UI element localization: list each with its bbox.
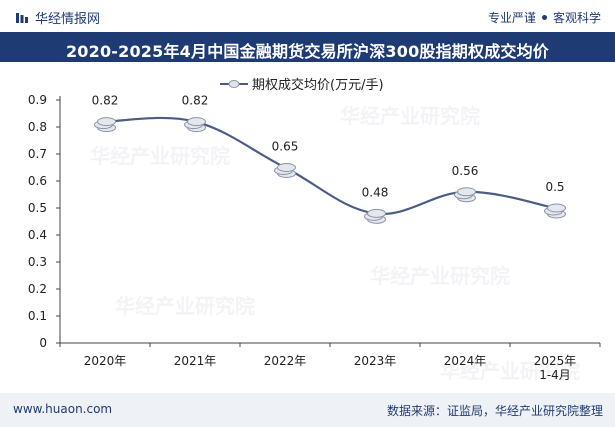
line-chart: 期权成交均价(万元/手) 0 0.1 0.2 0.3 0.4 0.5 0.6 0.7 0.8 0.9… <box>28 77 601 382</box>
data-point <box>364 208 386 224</box>
x-tick-label: 1-4月 <box>539 368 571 382</box>
title-bar: 2020-2025年4月中国金融期货交易所沪深300股指期权成交均价 <box>0 32 615 62</box>
x-tick-label: 2020年 <box>84 354 127 368</box>
y-tick-label: 0.8 <box>28 120 47 134</box>
top-bar: 华经情报网 专业严谨 客观科学 <box>0 0 615 32</box>
footer-website[interactable]: www.huaon.com <box>13 402 113 416</box>
legend-marker <box>228 80 240 88</box>
brand-name: 华经情报网 <box>35 12 101 27</box>
x-tick-label: 2025年 <box>534 354 577 368</box>
bullet-icon <box>541 15 547 20</box>
y-tick-label: 0.6 <box>28 174 47 188</box>
data-point <box>274 163 296 178</box>
brand: 华经情报网 <box>15 8 100 27</box>
data-label: 0.82 <box>92 94 119 108</box>
series-line <box>104 116 556 216</box>
x-tick-label: 2021年 <box>174 354 217 368</box>
slogan-left: 专业严谨 <box>487 11 536 25</box>
footer: www.huaon.com 数据来源：证监局，华经产业研究院整理 <box>0 393 615 427</box>
data-label: 0.65 <box>272 140 299 154</box>
y-tick-label: 0.7 <box>28 147 47 161</box>
legend-label: 期权成交均价(万元/手) <box>252 77 384 93</box>
x-tick-label: 2024年 <box>444 354 487 368</box>
y-tick-label: 0.4 <box>28 228 47 242</box>
data-label: 0.48 <box>362 185 389 199</box>
data-point <box>544 203 566 219</box>
data-label: 0.5 <box>545 180 564 194</box>
data-label: 0.82 <box>182 94 209 108</box>
footer-source: 数据来源：证监局，华经产业研究院整理 <box>386 404 603 418</box>
data-point <box>184 117 206 133</box>
data-point <box>454 187 476 203</box>
slogan-right: 客观科学 <box>552 11 601 25</box>
y-tick-label: 0 <box>39 336 47 350</box>
y-tick-label: 0.5 <box>28 201 47 215</box>
y-tick-label: 0.1 <box>28 309 47 323</box>
chart-title: 2020-2025年4月中国金融期货交易所沪深300股指期权成交均价 <box>65 42 550 61</box>
y-tick-label: 0.9 <box>28 93 47 107</box>
y-tick-label: 0.3 <box>28 255 47 269</box>
data-point <box>94 117 116 133</box>
logo-icon <box>16 12 28 23</box>
x-tick-label: 2023年 <box>354 354 397 368</box>
x-tick-label: 2022年 <box>264 354 307 368</box>
slogan: 专业严谨 客观科学 <box>488 9 601 26</box>
y-tick-label: 0.2 <box>28 282 47 296</box>
data-label: 0.56 <box>452 164 479 178</box>
